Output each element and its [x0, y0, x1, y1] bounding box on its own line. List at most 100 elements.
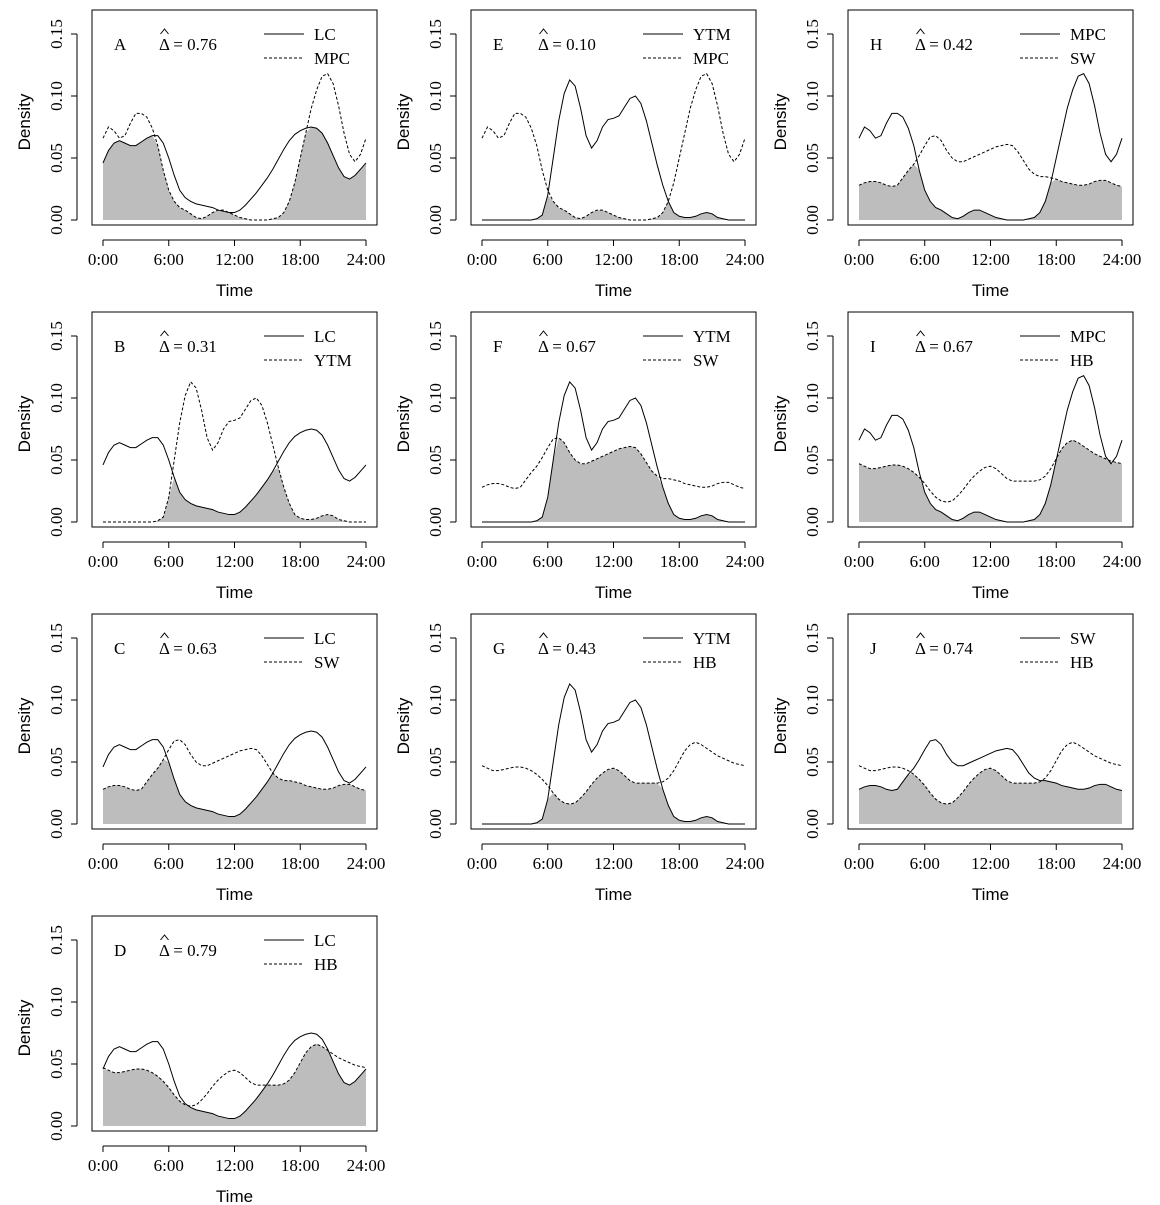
panel-d: 0:00 6:00 12:00 18:00 24:00 Time 0.00 0.05 0.10 0… [15, 915, 385, 1205]
overlap-coefficient: Δ = 0.79 [159, 941, 217, 960]
y-tick-label: 0.05 [47, 445, 66, 475]
hat-accent [160, 330, 169, 337]
legend-solid-label: YTM [693, 327, 731, 346]
series-line-hb [481, 741, 746, 805]
x-axis-label: Time [972, 885, 1009, 904]
y-axis-label: Density [15, 395, 34, 452]
x-tick-label: 24:00 [1103, 854, 1142, 873]
x-tick-label: 12:00 [971, 552, 1010, 571]
x-tick-label: 24:00 [726, 854, 765, 873]
y-tick-label: 0.15 [426, 623, 445, 653]
y-axis-label: Density [15, 999, 34, 1056]
y-tick-label: 0.10 [803, 383, 822, 413]
x-tick-label: 6:00 [154, 250, 184, 269]
series-line-hb [858, 741, 1123, 805]
y-tick-label: 0.00 [803, 507, 822, 537]
x-tick-label: 6:00 [154, 1156, 184, 1175]
panel-a: 0:00 6:00 12:00 18:00 24:00 Time 0.00 0.05 0.10 0… [15, 9, 385, 300]
x-tick-label: 0:00 [467, 250, 497, 269]
y-tick-label: 0.05 [426, 747, 445, 777]
x-tick-label: 6:00 [910, 854, 940, 873]
x-tick-label: 18:00 [660, 250, 699, 269]
series-line-lc [102, 126, 367, 214]
y-tick-label: 0.10 [803, 81, 822, 111]
panel-letter: A [114, 35, 127, 54]
legend-dashed-label: MPC [314, 49, 350, 68]
x-axis-label: Time [595, 281, 632, 300]
panel-letter: D [114, 941, 126, 960]
y-axis-label: Density [394, 93, 413, 150]
y-axis-label: Density [771, 93, 790, 150]
y-tick-label: 0.05 [47, 143, 66, 173]
x-tick-label: 0:00 [88, 854, 118, 873]
x-tick-label: 6:00 [910, 250, 940, 269]
hat-accent [916, 28, 925, 35]
overlap-area [482, 437, 745, 522]
x-axis-label: Time [972, 583, 1009, 602]
x-tick-label: 6:00 [154, 854, 184, 873]
x-tick-label: 24:00 [726, 250, 765, 269]
x-axis-label: Time [216, 885, 253, 904]
y-tick-label: 0.05 [803, 747, 822, 777]
legend-solid-label: MPC [1070, 25, 1106, 44]
x-axis-label: Time [216, 1187, 253, 1205]
panel-frame [847, 311, 1134, 528]
overlap-area [482, 768, 745, 824]
y-tick-label: 0.00 [803, 205, 822, 235]
y-tick-label: 0.10 [426, 383, 445, 413]
hat-accent [916, 632, 925, 639]
y-tick-label: 0.10 [47, 383, 66, 413]
y-tick-label: 0.15 [426, 19, 445, 49]
x-tick-label: 12:00 [594, 552, 633, 571]
x-tick-label: 0:00 [844, 854, 874, 873]
x-tick-label: 6:00 [154, 552, 184, 571]
y-tick-label: 0.15 [47, 19, 66, 49]
panel-e: 0:00 6:00 12:00 18:00 24:00 Time 0.00 0.05 0.10 0… [394, 9, 765, 300]
y-tick-label: 0.15 [47, 925, 66, 955]
x-axis-label: Time [595, 583, 632, 602]
y-tick-label: 0.10 [803, 685, 822, 715]
panel-i: 0:00 6:00 12:00 18:00 24:00 Time 0.00 0.05 0.10 0… [771, 311, 1142, 602]
legend-dashed-label: SW [314, 653, 340, 672]
y-axis-label: Density [15, 697, 34, 754]
legend-solid-label: YTM [693, 629, 731, 648]
panel-letter: G [493, 639, 505, 658]
panel-g: 0:00 6:00 12:00 18:00 24:00 Time 0.00 0.05 0.10 0… [394, 613, 765, 904]
legend-solid-label: SW [1070, 629, 1096, 648]
overlap-coefficient: Δ = 0.43 [538, 639, 596, 658]
x-tick-label: 12:00 [594, 854, 633, 873]
panel-frame [91, 915, 378, 1132]
series-line-mpc [858, 73, 1123, 221]
overlap-coefficient: Δ = 0.63 [159, 639, 217, 658]
y-tick-label: 0.10 [47, 81, 66, 111]
y-tick-label: 0.00 [803, 809, 822, 839]
panel-letter: H [870, 35, 882, 54]
panel-letter: B [114, 337, 125, 356]
hat-accent [916, 330, 925, 337]
x-tick-label: 12:00 [215, 552, 254, 571]
x-tick-label: 24:00 [1103, 552, 1142, 571]
legend-solid-label: LC [314, 629, 336, 648]
legend-dashed-label: HB [693, 653, 717, 672]
y-tick-label: 0.05 [803, 445, 822, 475]
x-tick-label: 24:00 [347, 552, 386, 571]
y-tick-label: 0.00 [47, 507, 66, 537]
x-tick-label: 18:00 [1037, 854, 1076, 873]
panel-frame [470, 613, 757, 830]
legend-dashed-label: YTM [314, 351, 352, 370]
panel-letter: E [493, 35, 503, 54]
overlap-area [103, 1044, 366, 1126]
x-tick-label: 0:00 [88, 1156, 118, 1175]
panel-frame [470, 311, 757, 528]
panel-letter: J [870, 639, 877, 658]
y-tick-label: 0.10 [426, 81, 445, 111]
series-line-ytm [482, 380, 745, 523]
series-line-hb [858, 439, 1123, 503]
series-line-ytm [482, 682, 745, 825]
x-axis-label: Time [595, 885, 632, 904]
legend-dashed-label: SW [693, 351, 719, 370]
panel-c: 0:00 6:00 12:00 18:00 24:00 Time 0.00 0.05 0.10 0… [15, 613, 385, 904]
y-tick-label: 0.00 [426, 507, 445, 537]
panel-f: 0:00 6:00 12:00 18:00 24:00 Time 0.00 0.05 0.10 0… [394, 311, 764, 602]
y-tick-label: 0.15 [47, 321, 66, 351]
